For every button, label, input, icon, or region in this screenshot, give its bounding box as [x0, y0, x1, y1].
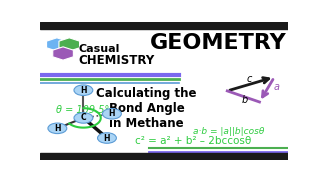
Text: a: a — [274, 82, 280, 93]
Circle shape — [98, 133, 116, 143]
Circle shape — [74, 85, 93, 95]
Text: c² = a² + b² – 2bccosθ: c² = a² + b² – 2bccosθ — [135, 136, 252, 146]
Text: H: H — [104, 134, 110, 143]
Text: CHEMISTRY: CHEMISTRY — [78, 54, 155, 67]
Text: in Methane: in Methane — [109, 117, 184, 130]
Polygon shape — [53, 47, 73, 60]
Text: c: c — [247, 74, 252, 84]
Text: H: H — [80, 86, 87, 95]
Text: H: H — [54, 124, 60, 133]
Text: θ = 109.5°: θ = 109.5° — [56, 105, 109, 115]
Circle shape — [74, 113, 93, 123]
Circle shape — [102, 109, 121, 119]
Circle shape — [48, 123, 67, 134]
Text: b: b — [242, 95, 248, 105]
Text: Bond Angle: Bond Angle — [109, 102, 185, 115]
Text: a·b = |a||b|cosθ: a·b = |a||b|cosθ — [193, 127, 264, 136]
Text: C: C — [81, 113, 86, 122]
Polygon shape — [59, 38, 80, 51]
Bar — [40, 22, 288, 29]
Text: H: H — [109, 109, 115, 118]
Polygon shape — [46, 38, 67, 51]
Text: Casual: Casual — [78, 44, 120, 54]
Text: Calculating the: Calculating the — [96, 87, 197, 100]
Bar — [40, 153, 288, 160]
Text: GEOMETRY: GEOMETRY — [150, 33, 287, 53]
